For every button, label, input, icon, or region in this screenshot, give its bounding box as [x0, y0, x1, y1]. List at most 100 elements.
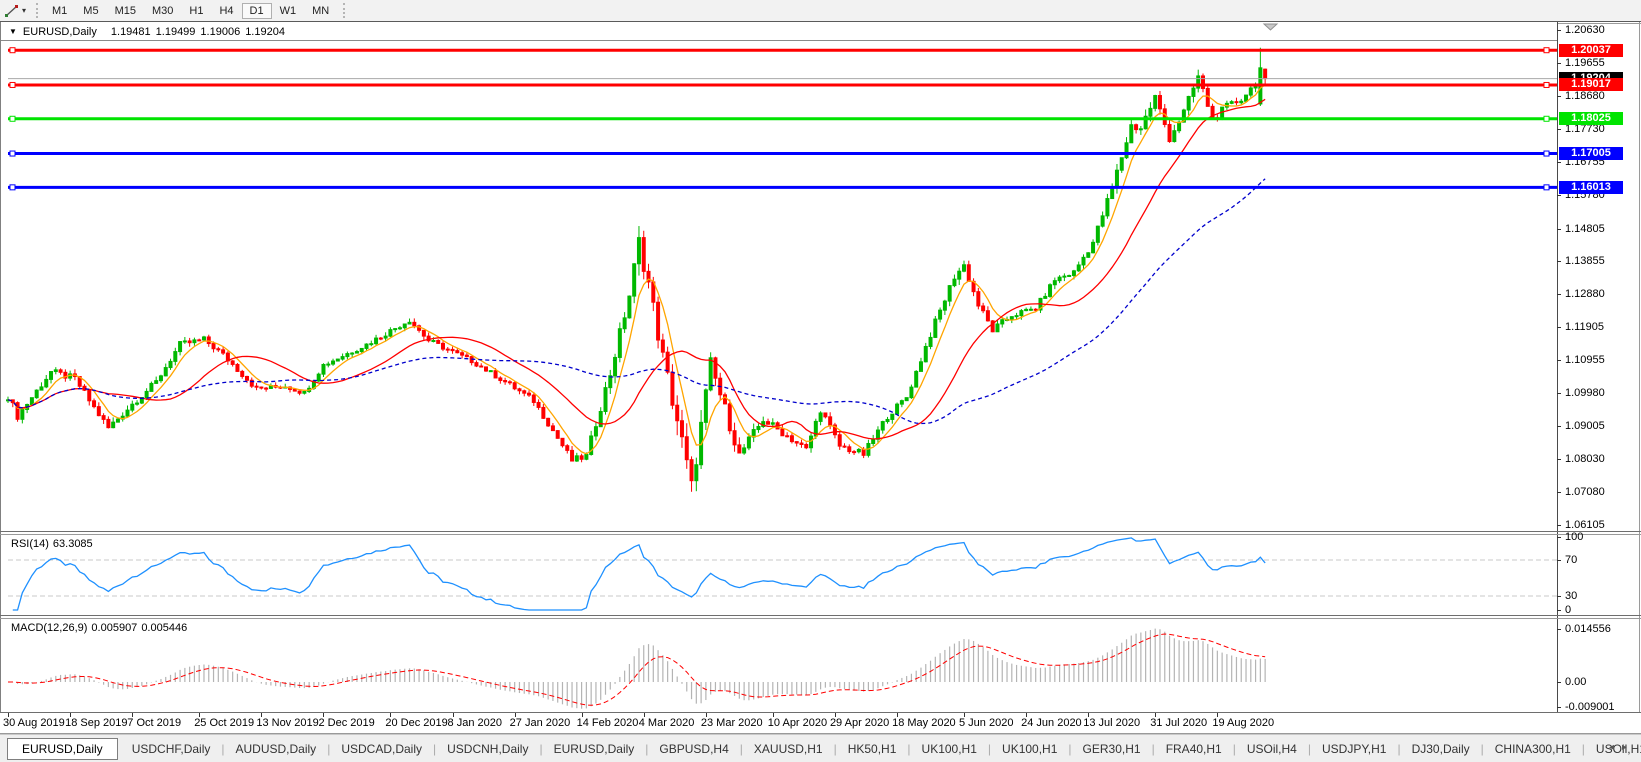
chart-tab-eurusd-daily[interactable]: EURUSD,Daily — [7, 738, 118, 760]
price-tick-label[interactable]: 1.08030 — [1565, 453, 1605, 466]
timeframe-button-d1[interactable]: D1 — [241, 2, 272, 19]
level-handle[interactable] — [9, 47, 16, 54]
tab-scroll-right-icon[interactable]: ▸ — [1621, 742, 1635, 753]
price-tick-mark — [1557, 30, 1561, 31]
chart-shift-marker[interactable] — [1262, 23, 1279, 31]
level-handle[interactable] — [1543, 115, 1550, 122]
chart-tab-dj30-daily[interactable]: DJ30,Daily — [1411, 742, 1470, 756]
chart-tab-eurusd-daily[interactable]: EURUSD,Daily — [553, 742, 635, 756]
chart-tab-usoil-h1[interactable]: USOil,H1 — [1595, 742, 1641, 756]
price-tick-label[interactable]: 1.17730 — [1565, 122, 1605, 135]
timeframe-button-m15[interactable]: M15 — [114, 4, 136, 17]
chart-plot-area[interactable] — [0, 22, 1641, 733]
chart-tab-fra40-h1[interactable]: FRA40,H1 — [1165, 742, 1222, 756]
frame-top-border — [0, 21, 1641, 22]
candles — [6, 47, 1268, 492]
macd-axis-label[interactable]: 0.00 — [1565, 676, 1587, 688]
chart-tab-gbpusd-h4[interactable]: GBPUSD,H4 — [659, 742, 729, 756]
tab-separator: | — [833, 742, 837, 756]
date-tick-mark — [1155, 713, 1157, 717]
level-handle[interactable] — [9, 115, 16, 122]
level-handle[interactable] — [9, 150, 16, 157]
timeframe-button-m30[interactable]: M30 — [151, 4, 174, 17]
level-badge-1.17005: 1.17005 — [1559, 147, 1623, 161]
level-badge-1.16013: 1.16013 — [1559, 180, 1623, 194]
chart-tab-usdcnh-daily[interactable]: USDCNH,Daily — [447, 742, 529, 756]
date-tick-mark — [514, 713, 516, 717]
tab-separator: | — [1480, 742, 1484, 756]
date-tick-mark — [772, 713, 774, 717]
price-tick-label[interactable]: 1.09005 — [1565, 420, 1605, 433]
chart-tab-usoil-h4[interactable]: USOil,H4 — [1246, 742, 1297, 756]
rsi-axis-label[interactable]: 30 — [1565, 590, 1578, 602]
macd-axis-label[interactable]: 0.014556 — [1565, 623, 1611, 635]
chevron-down-icon[interactable]: ▾ — [22, 6, 27, 15]
timeframe-button-h4[interactable]: H4 — [219, 4, 234, 17]
date-tick-mark — [705, 713, 707, 717]
timeframe-button-mn[interactable]: MN — [312, 4, 330, 17]
price-tick-mark — [1557, 294, 1561, 296]
date-tick-mark — [8, 713, 9, 717]
chart-tab-ger30-h1[interactable]: GER30,H1 — [1082, 742, 1141, 756]
date-tick-mark — [964, 713, 965, 717]
date-label: 10 Apr 2020 — [767, 717, 828, 729]
chart-tab-audusd-daily[interactable]: AUDUSD,Daily — [235, 742, 317, 756]
chart-collapse-icon[interactable]: ▼ — [9, 27, 17, 36]
price-tick-label[interactable]: 1.10955 — [1565, 353, 1605, 366]
chart-tab-usdjpy-h1[interactable]: USDJPY,H1 — [1321, 742, 1387, 756]
price-tick-label[interactable]: 1.06105 — [1565, 519, 1605, 531]
chart-tab-usdchf-daily[interactable]: USDCHF,Daily — [131, 742, 211, 756]
timeframe-button-w1[interactable]: W1 — [279, 4, 297, 17]
level-handle[interactable] — [1543, 184, 1550, 191]
date-tick-mark — [323, 713, 325, 717]
price-tick-label[interactable]: 1.14805 — [1565, 222, 1605, 235]
chart-tab-bar: EURUSD,Daily USDCHF,Daily | AUDUSD,Daily | US… — [0, 734, 1641, 762]
date-axis[interactable]: 30 Aug 2019 18 Sep 2019 7 Oct 2019 25 Oct 2… — [0, 713, 1641, 733]
tab-separator: | — [1307, 742, 1311, 756]
chart-rsi-splitter[interactable] — [0, 531, 1641, 532]
price-tick-label[interactable]: 1.18680 — [1565, 90, 1605, 103]
level-handle[interactable] — [9, 184, 16, 191]
chart-tab-china300-h1[interactable]: CHINA300,H1 — [1494, 742, 1571, 756]
macd-axis-label[interactable]: -0.009001 — [1565, 701, 1615, 713]
chart-tab-hk50-h1[interactable]: HK50,H1 — [847, 742, 897, 756]
rsi-axis-label[interactable]: 0 — [1565, 604, 1572, 616]
price-tick-label[interactable]: 1.19655 — [1565, 57, 1605, 70]
price-tick-label[interactable]: 1.13855 — [1565, 254, 1605, 267]
price-axis-line — [1557, 22, 1558, 712]
chart-tab-usdcad-daily[interactable]: USDCAD,Daily — [341, 742, 422, 756]
level-handle[interactable] — [1543, 47, 1550, 54]
date-tick-mark — [132, 713, 134, 717]
timeframe-button-h1[interactable]: H1 — [189, 4, 204, 17]
rsi-axis-label[interactable]: 70 — [1565, 554, 1578, 566]
chart-tab-xauusd-h1[interactable]: XAUUSD,H1 — [753, 742, 823, 756]
date-label: 27 Jan 2020 — [509, 717, 571, 729]
level-handle[interactable] — [1543, 150, 1550, 157]
trendline-tool-icon[interactable] — [3, 3, 21, 19]
price-tick-label[interactable]: 1.09980 — [1565, 386, 1605, 399]
price-tick-label[interactable]: 1.12880 — [1565, 288, 1605, 301]
chart-tab-uk100-h1[interactable]: UK100,H1 — [1002, 742, 1058, 756]
chart-tab-uk100-h1[interactable]: UK100,H1 — [921, 742, 977, 756]
macd-signal-value: 0.005446 — [141, 622, 188, 634]
tab-separator: | — [221, 742, 225, 756]
level-handle[interactable] — [1543, 81, 1550, 88]
tab-separator: | — [433, 742, 437, 756]
level-handle[interactable] — [9, 81, 16, 88]
price-tick-label[interactable]: 1.20630 — [1565, 24, 1605, 36]
ma-line-20 — [7, 98, 1266, 440]
rsi-caption: RSI(14) 63.3085 — [11, 538, 97, 550]
timeframe-button-m1[interactable]: M1 — [52, 4, 68, 17]
price-tick-mark — [1557, 228, 1561, 230]
price-tick-label[interactable]: 1.07080 — [1565, 485, 1605, 498]
rsi-axis-label[interactable]: 100 — [1565, 531, 1584, 543]
tab-separator: | — [539, 742, 543, 756]
date-label: 18 Sep 2019 — [65, 717, 128, 729]
price-tick-label[interactable]: 1.11905 — [1565, 321, 1604, 334]
price-tick-mark — [1557, 359, 1561, 361]
date-tick-mark — [70, 713, 72, 717]
rsi-macd-splitter[interactable] — [0, 615, 1641, 616]
timeframe-button-m5[interactable]: M5 — [83, 4, 99, 17]
tab-scroll-left-icon[interactable]: ◂ — [1608, 742, 1622, 753]
date-label: 18 May 2020 — [892, 717, 956, 729]
